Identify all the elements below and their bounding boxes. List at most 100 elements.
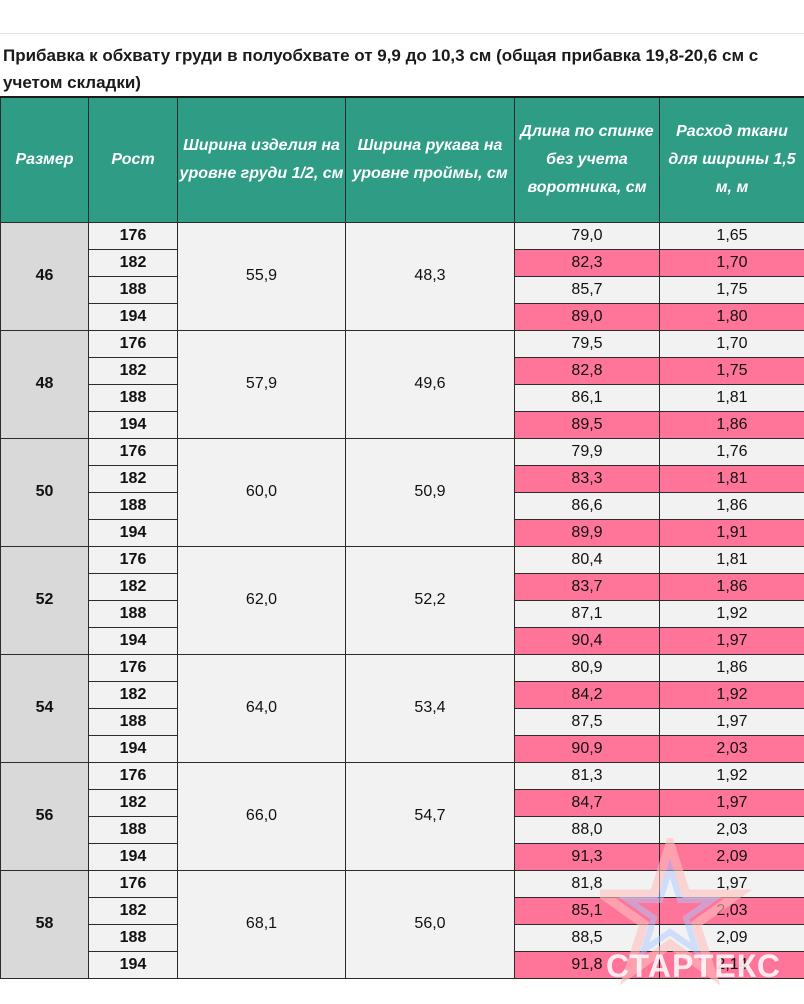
size-cell: 58 xyxy=(0,869,89,979)
fabric-consumption-cell: 1,92 xyxy=(659,599,804,628)
fabric-consumption-cell: 1,75 xyxy=(659,356,804,385)
fabric-consumption-cell: 2,03 xyxy=(659,815,804,844)
back-length-cell: 81,8 xyxy=(514,869,660,898)
back-length-cell: 85,7 xyxy=(514,275,660,304)
sleeve-width-cell: 53,4 xyxy=(345,653,515,763)
chest-width-cell: 62,0 xyxy=(177,545,346,655)
height-cell: 194 xyxy=(88,410,178,439)
height-cell: 182 xyxy=(88,896,178,925)
back-length-cell: 80,4 xyxy=(514,545,660,574)
table-row: 58 176 68,1 56,0 81,8 1,97 xyxy=(0,869,804,979)
sleeve-width-cell: 48,3 xyxy=(345,221,515,331)
height-cell: 182 xyxy=(88,356,178,385)
chest-width-cell: 60,0 xyxy=(177,437,346,547)
table-body: 46 176 55,9 48,3 79,0 1,65 182 82,3 1,70 188 85,7 1… xyxy=(0,221,804,979)
fabric-consumption-cell: 1,65 xyxy=(659,221,804,250)
back-length-cell: 79,5 xyxy=(514,329,660,358)
table-row: 194 89,9 1,91 xyxy=(1,518,804,547)
back-length-cell: 84,7 xyxy=(514,788,660,817)
table-row: 46 176 55,9 48,3 79,0 1,65 xyxy=(0,221,804,331)
table-row: 50 176 60,0 50,9 79,9 1,76 xyxy=(0,437,804,547)
size-cell: 50 xyxy=(0,437,89,547)
fabric-consumption-cell: 1,97 xyxy=(659,788,804,817)
fabric-consumption-cell: 1,86 xyxy=(659,572,804,601)
back-length-cell: 89,0 xyxy=(514,302,660,331)
height-cell: 194 xyxy=(88,950,178,979)
height-cell: 194 xyxy=(88,302,178,331)
height-cell: 194 xyxy=(88,842,178,871)
header-sleeve-width: Ширина рукава на уровне проймы, см xyxy=(345,96,515,223)
height-cell: 182 xyxy=(88,572,178,601)
height-cell: 188 xyxy=(88,383,178,412)
back-length-cell: 80,9 xyxy=(514,653,660,682)
back-length-cell: 86,1 xyxy=(514,383,660,412)
back-length-cell: 82,3 xyxy=(514,248,660,277)
back-length-cell: 87,1 xyxy=(514,599,660,628)
table-row: 182 82,3 1,70 xyxy=(1,248,804,277)
table-row: 52 176 62,0 52,2 80,4 1,81 xyxy=(0,545,804,655)
fabric-consumption-cell: 1,70 xyxy=(659,248,804,277)
top-divider xyxy=(0,33,804,34)
chest-width-cell: 55,9 xyxy=(177,221,346,331)
height-cell: 188 xyxy=(88,923,178,952)
table-row: 182 83,7 1,86 xyxy=(1,572,804,601)
table-row: 188 87,5 1,97 xyxy=(1,707,804,736)
header-back-length: Длина по спинке без учета воротника, см xyxy=(514,96,660,223)
back-length-cell: 83,3 xyxy=(514,464,660,493)
sleeve-width-cell: 52,2 xyxy=(345,545,515,655)
height-cell: 194 xyxy=(88,626,178,655)
size-cell: 48 xyxy=(0,329,89,439)
table-header-row: Размер Рост Ширина изделия на уровне гру… xyxy=(0,96,804,223)
height-cell: 194 xyxy=(88,518,178,547)
fabric-consumption-cell: 1,86 xyxy=(659,653,804,682)
back-length-cell: 81,3 xyxy=(514,761,660,790)
fabric-consumption-cell: 1,76 xyxy=(659,437,804,466)
back-length-cell: 84,2 xyxy=(514,680,660,709)
height-cell: 194 xyxy=(88,734,178,763)
back-length-cell: 89,5 xyxy=(514,410,660,439)
table-row: 182 84,7 1,97 xyxy=(1,788,804,817)
height-cell: 182 xyxy=(88,680,178,709)
fabric-consumption-cell: 1,92 xyxy=(659,761,804,790)
fabric-consumption-cell: 2,03 xyxy=(659,734,804,763)
back-length-cell: 89,9 xyxy=(514,518,660,547)
fabric-consumption-cell: 2,03 xyxy=(659,896,804,925)
back-length-cell: 85,1 xyxy=(514,896,660,925)
back-length-cell: 79,9 xyxy=(514,437,660,466)
header-fabric-consumption: Расход ткани для ширины 1,5 м, м xyxy=(659,96,804,223)
header-chest-width: Ширина изделия на уровне груди 1/2, см xyxy=(177,96,346,223)
back-length-cell: 82,8 xyxy=(514,356,660,385)
fabric-consumption-cell: 1,97 xyxy=(659,626,804,655)
size-cell: 56 xyxy=(0,761,89,871)
back-length-cell: 86,6 xyxy=(514,491,660,520)
fabric-consumption-cell: 1,86 xyxy=(659,491,804,520)
sleeve-width-cell: 54,7 xyxy=(345,761,515,871)
height-cell: 182 xyxy=(88,248,178,277)
table-row: 194 90,4 1,97 xyxy=(1,626,804,655)
size-cell: 54 xyxy=(0,653,89,763)
height-cell: 182 xyxy=(88,464,178,493)
fabric-consumption-cell: 1,70 xyxy=(659,329,804,358)
fabric-consumption-cell: 2,09 xyxy=(659,842,804,871)
sleeve-width-cell: 49,6 xyxy=(345,329,515,439)
back-length-cell: 90,4 xyxy=(514,626,660,655)
back-length-cell: 88,5 xyxy=(514,923,660,952)
height-cell: 188 xyxy=(88,815,178,844)
height-cell: 182 xyxy=(88,788,178,817)
back-length-cell: 90,9 xyxy=(514,734,660,763)
table-row: 54 176 64,0 53,4 80,9 1,86 xyxy=(0,653,804,763)
table-row: 188 86,6 1,86 xyxy=(1,491,804,520)
fabric-consumption-cell: 1,86 xyxy=(659,410,804,439)
height-cell: 188 xyxy=(88,275,178,304)
size-chart-table: Размер Рост Ширина изделия на уровне гру… xyxy=(0,96,804,979)
fabric-consumption-cell: 1,81 xyxy=(659,464,804,493)
height-cell: 176 xyxy=(88,761,178,790)
height-cell: 176 xyxy=(88,869,178,898)
height-cell: 188 xyxy=(88,599,178,628)
fabric-consumption-cell: 1,92 xyxy=(659,680,804,709)
chest-width-cell: 57,9 xyxy=(177,329,346,439)
table-row: 48 176 57,9 49,6 79,5 1,70 xyxy=(0,329,804,439)
fabric-consumption-cell: 1,81 xyxy=(659,383,804,412)
back-length-cell: 87,5 xyxy=(514,707,660,736)
height-cell: 176 xyxy=(88,653,178,682)
